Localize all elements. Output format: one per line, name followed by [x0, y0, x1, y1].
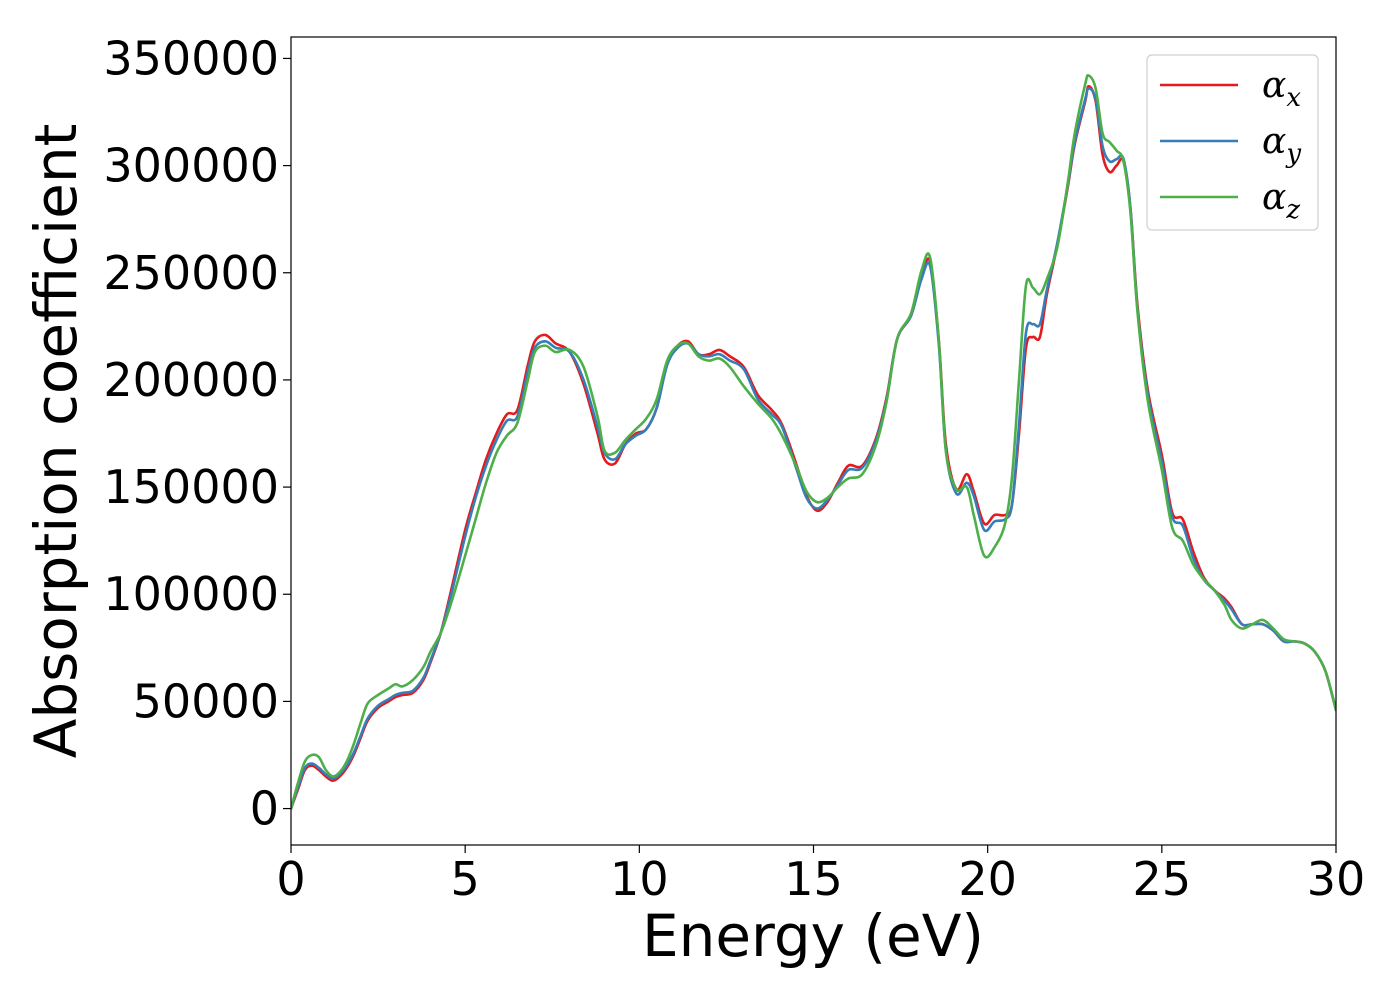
y-tick-label: 300000 — [103, 139, 279, 193]
y-axis-ticks: 0 50000 100000 150000 200000 250000 300000 3500… — [103, 31, 291, 836]
legend-entries: αx αy αz — [1160, 65, 1301, 225]
legend: αx αy αz — [1146, 54, 1319, 231]
y-tick-label: 350000 — [103, 31, 279, 85]
x-tick-label: 5 — [451, 852, 480, 906]
x-tick-label: 20 — [958, 852, 1017, 906]
y-tick-label: 200000 — [103, 353, 279, 407]
y-tick-label: 50000 — [133, 674, 279, 728]
legend-label-z: αz — [1262, 177, 1300, 225]
y-tick-label: 250000 — [103, 246, 279, 300]
x-axis-ticks: 0 5 10 15 20 25 30 — [276, 845, 1365, 906]
x-tick-label: 15 — [784, 852, 843, 906]
y-tick-label: 100000 — [103, 567, 279, 621]
x-tick-label: 30 — [1307, 852, 1366, 906]
y-tick-label: 150000 — [103, 460, 279, 514]
series-layer — [291, 73, 1336, 810]
legend-label-y: αy — [1262, 121, 1301, 169]
x-axis-label: Energy (eV) — [642, 902, 984, 970]
y-axis-label: Absorption coefficient — [22, 124, 90, 759]
x-tick-label: 25 — [1133, 852, 1192, 906]
series-line-z — [291, 73, 1336, 810]
y-tick-label: 0 — [250, 782, 279, 836]
legend-box — [1146, 54, 1319, 231]
x-tick-label: 10 — [610, 852, 669, 906]
legend-label-x: αx — [1262, 65, 1301, 113]
x-tick-label: 0 — [276, 852, 305, 906]
